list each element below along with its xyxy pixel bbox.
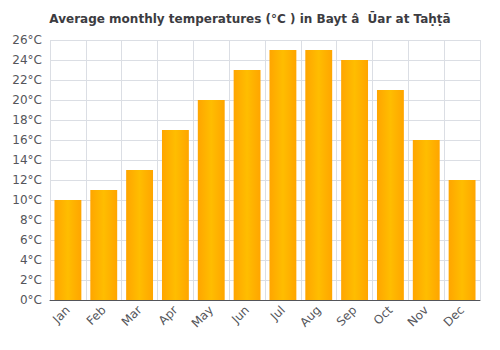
svg-text:22°C: 22°C <box>12 73 42 87</box>
svg-text:14°C: 14°C <box>12 153 42 167</box>
svg-text:18°C: 18°C <box>12 113 42 127</box>
svg-text:8°C: 8°C <box>20 213 42 227</box>
svg-text:Mar: Mar <box>119 303 145 329</box>
svg-text:12°C: 12°C <box>12 173 42 187</box>
svg-text:Oct: Oct <box>371 303 396 328</box>
svg-text:6°C: 6°C <box>20 233 42 247</box>
svg-text:Sep: Sep <box>334 303 360 329</box>
svg-text:26°C: 26°C <box>12 33 42 47</box>
svg-text:10°C: 10°C <box>12 193 42 207</box>
svg-text:2°C: 2°C <box>20 273 42 287</box>
svg-text:Feb: Feb <box>84 303 109 328</box>
svg-text:May: May <box>189 303 216 330</box>
svg-text:Jun: Jun <box>228 303 252 327</box>
svg-text:0°C: 0°C <box>20 293 42 307</box>
svg-text:Jan: Jan <box>49 303 73 327</box>
svg-text:Dec: Dec <box>441 303 467 329</box>
svg-text:Apr: Apr <box>156 303 181 328</box>
svg-text:Aug: Aug <box>297 303 323 329</box>
svg-text:4°C: 4°C <box>20 253 42 267</box>
svg-text:Average monthly temperatures (: Average monthly temperatures (°C ) in Ba… <box>49 11 450 26</box>
svg-text:16°C: 16°C <box>12 133 42 147</box>
svg-text:24°C: 24°C <box>12 53 42 67</box>
svg-text:Jul: Jul <box>267 303 288 324</box>
svg-text:20°C: 20°C <box>12 93 42 107</box>
svg-text:Nov: Nov <box>405 303 431 329</box>
